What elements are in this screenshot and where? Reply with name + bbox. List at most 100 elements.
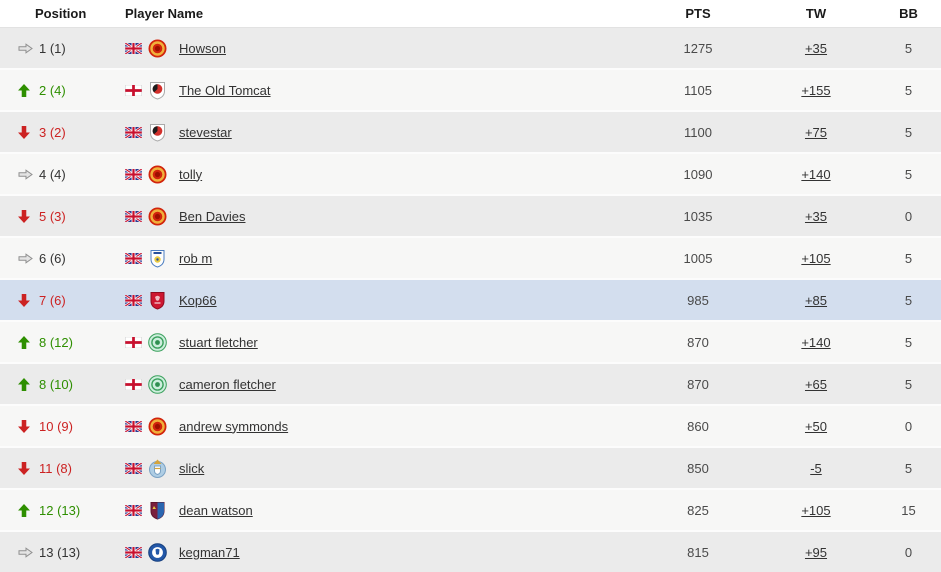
pts-value: 985 xyxy=(687,292,709,308)
player-link[interactable]: rob m xyxy=(179,250,213,266)
pts-value: 1090 xyxy=(683,166,713,182)
player-link[interactable]: Howson xyxy=(179,40,226,56)
table-row: 11 (8) slick 850 -5 5 xyxy=(0,448,941,490)
tw-link[interactable]: +50 xyxy=(804,418,828,434)
pts-value: 850 xyxy=(687,460,709,476)
table-row: 12 (13) dean watson 825 +105 15 xyxy=(0,490,941,532)
player-link[interactable]: stevestar xyxy=(179,124,232,140)
bb-value: 5 xyxy=(904,334,913,350)
table-row: 3 (2) stevestar 1100 +75 5 xyxy=(0,112,941,154)
tw-cell: +140 xyxy=(756,154,876,194)
tw-link[interactable]: +140 xyxy=(801,334,831,350)
uk-flag-icon xyxy=(125,126,142,138)
tw-cell: +105 xyxy=(756,238,876,278)
pts-cell: 1275 xyxy=(640,28,756,68)
pts-value: 870 xyxy=(687,376,709,392)
pts-cell: 985 xyxy=(640,280,756,320)
pts-value: 1035 xyxy=(683,208,713,224)
player-link[interactable]: slick xyxy=(179,460,205,476)
right-arrow-icon xyxy=(18,42,34,54)
header-tw: TW xyxy=(805,6,827,21)
tw-link[interactable]: +65 xyxy=(804,376,828,392)
uk-flag-icon xyxy=(125,42,142,54)
bb-cell: 15 xyxy=(876,490,941,530)
uk-flag-icon xyxy=(125,294,142,306)
table-row: 4 (4) tolly 1090 +140 5 xyxy=(0,154,941,196)
bb-value: 5 xyxy=(904,460,913,476)
pts-cell: 850 xyxy=(640,448,756,488)
tw-link[interactable]: +35 xyxy=(804,208,828,224)
tw-cell: +75 xyxy=(756,112,876,152)
position-label: 8 (10) xyxy=(39,376,73,392)
player-link[interactable]: Ben Davies xyxy=(179,208,246,224)
england-flag-icon xyxy=(125,336,142,348)
pts-value: 825 xyxy=(687,502,709,518)
bb-cell: 5 xyxy=(876,28,941,68)
player-link[interactable]: kegman71 xyxy=(179,544,240,560)
position-cell: 12 (13) xyxy=(0,490,125,530)
bb-value: 5 xyxy=(904,166,913,182)
tw-link[interactable]: -5 xyxy=(810,460,822,476)
tw-link[interactable]: +155 xyxy=(801,82,831,98)
position-label: 1 (1) xyxy=(39,40,66,56)
pts-value: 870 xyxy=(687,334,709,350)
tw-link[interactable]: +85 xyxy=(804,292,828,308)
pts-cell: 825 xyxy=(640,490,756,530)
table-row: 2 (4) The Old Tomcat 1105 +155 5 xyxy=(0,70,941,112)
pts-cell: 815 xyxy=(640,532,756,572)
pts-value: 1100 xyxy=(684,124,712,140)
tw-link[interactable]: +75 xyxy=(804,124,828,140)
bb-cell: 5 xyxy=(876,154,941,194)
cheltenham-crest-icon xyxy=(148,123,167,142)
pts-cell: 870 xyxy=(640,322,756,362)
player-cell: The Old Tomcat xyxy=(125,70,640,110)
pts-cell: 1005 xyxy=(640,238,756,278)
table-row: 10 (9) andrew symmonds 860 +50 0 xyxy=(0,406,941,448)
bb-cell: 5 xyxy=(876,448,941,488)
bb-cell: 5 xyxy=(876,112,941,152)
player-link[interactable]: cameron fletcher xyxy=(179,376,276,392)
man-utd-crest-icon xyxy=(148,39,167,58)
pts-value: 1105 xyxy=(684,82,712,98)
cheltenham-crest-icon xyxy=(148,81,167,100)
player-cell: Ben Davies xyxy=(125,196,640,236)
player-link[interactable]: stuart fletcher xyxy=(179,334,258,350)
position-cell: 7 (6) xyxy=(0,280,125,320)
player-cell: Kop66 xyxy=(125,280,640,320)
player-link[interactable]: andrew symmonds xyxy=(179,418,289,434)
uk-flag-icon xyxy=(125,252,142,264)
pts-value: 815 xyxy=(687,544,709,560)
table-row: 8 (12) stuart fletcher 870 +140 5 xyxy=(0,322,941,364)
down-arrow-icon xyxy=(18,461,34,475)
england-flag-icon xyxy=(125,84,142,96)
man-utd-crest-icon xyxy=(148,207,167,226)
position-label: 11 (8) xyxy=(39,460,72,476)
tw-cell: +65 xyxy=(756,364,876,404)
tw-link[interactable]: +105 xyxy=(801,502,831,518)
tw-link[interactable]: +35 xyxy=(804,40,828,56)
bb-cell: 5 xyxy=(876,70,941,110)
tw-link[interactable]: +95 xyxy=(804,544,828,560)
player-link[interactable]: tolly xyxy=(179,166,203,182)
player-cell: slick xyxy=(125,448,640,488)
up-arrow-icon xyxy=(18,503,34,517)
player-cell: Howson xyxy=(125,28,640,68)
position-label: 12 (13) xyxy=(39,502,81,518)
position-label: 3 (2) xyxy=(39,124,66,140)
tw-cell: +35 xyxy=(756,28,876,68)
tw-cell: +155 xyxy=(756,70,876,110)
tw-link[interactable]: +105 xyxy=(801,250,831,266)
tw-link[interactable]: +140 xyxy=(801,166,831,182)
man-city-crest-icon xyxy=(148,459,167,478)
position-label: 10 (9) xyxy=(39,418,73,434)
position-cell: 2 (4) xyxy=(0,70,125,110)
tw-cell: +35 xyxy=(756,196,876,236)
player-link[interactable]: dean watson xyxy=(179,502,253,518)
right-arrow-icon xyxy=(18,252,34,264)
right-arrow-icon xyxy=(18,546,34,558)
bb-value: 5 xyxy=(904,250,913,266)
position-cell: 8 (12) xyxy=(0,322,125,362)
player-link[interactable]: Kop66 xyxy=(179,292,217,308)
player-link[interactable]: The Old Tomcat xyxy=(179,82,271,98)
